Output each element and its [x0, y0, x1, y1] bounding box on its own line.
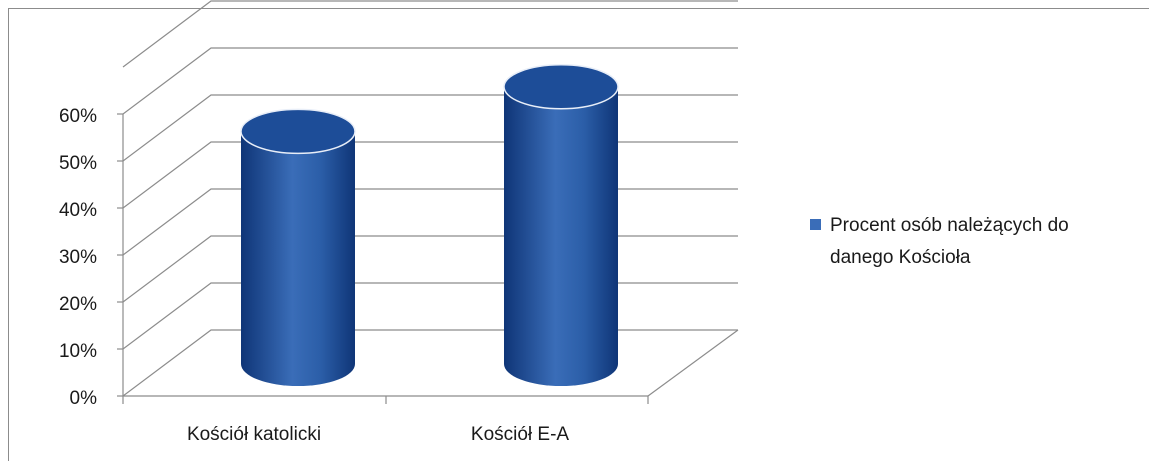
gridline	[122, 235, 738, 303]
x-category-label: Kościół E-A	[471, 424, 570, 445]
bar-body	[504, 86, 618, 387]
y-tick-label: 40%	[59, 200, 97, 221]
bar-cylinder	[503, 64, 619, 387]
gridline	[122, 188, 738, 256]
y-axis-ticks: 0% 10% 20% 30% 40% 50% 60%	[59, 106, 97, 409]
legend-label-line1: Procent osób należących do	[830, 215, 1069, 236]
gridlines	[117, 0, 739, 404]
gridline	[122, 0, 738, 68]
y-tick-label: 30%	[59, 247, 97, 268]
x-category-label: Kościół katolicki	[187, 424, 321, 445]
y-tick-label: 10%	[59, 341, 97, 362]
x-axis-labels: Kościół katolicki Kościół E-A	[187, 424, 569, 445]
y-tick-label: 20%	[59, 294, 97, 315]
bar-top	[503, 64, 619, 110]
floor-back-edge	[122, 329, 738, 397]
y-tick-label: 50%	[59, 153, 97, 174]
gridline	[122, 141, 738, 209]
legend-swatch	[810, 219, 821, 230]
legend-label-line2: danego Kościoła	[830, 247, 971, 268]
bars	[240, 64, 619, 387]
floor-right-edge	[647, 329, 739, 397]
gridline	[122, 47, 738, 115]
bar-body	[241, 131, 355, 386]
bar-cylinder	[240, 108, 356, 386]
y-tick-label: 0%	[70, 388, 98, 409]
bar-top	[240, 108, 356, 155]
y-tick-label: 60%	[59, 106, 97, 127]
gridline	[122, 282, 738, 350]
legend: Procent osób należących do danego Kościo…	[810, 215, 1069, 268]
gridline	[122, 94, 738, 162]
